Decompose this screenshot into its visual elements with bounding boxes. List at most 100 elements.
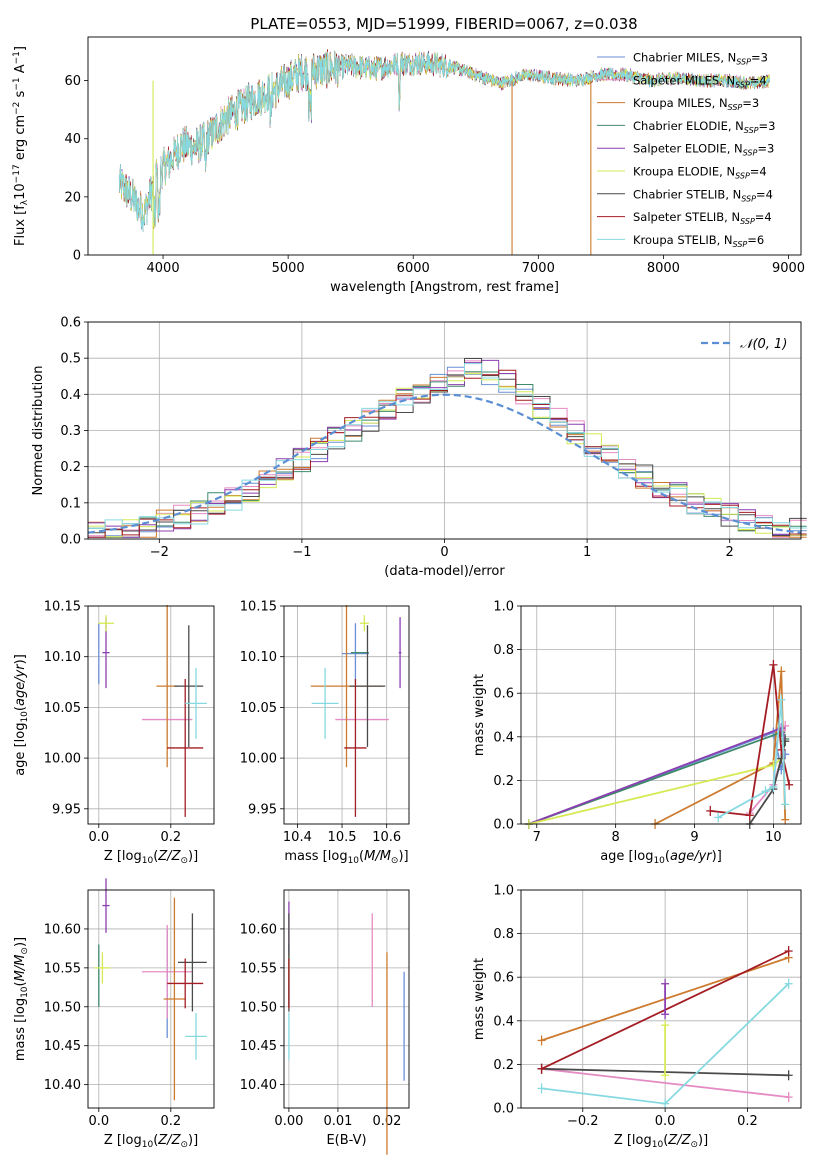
histogram-kroupa-stelib (88, 363, 807, 529)
y-tick-label: 10.10 (44, 650, 81, 665)
y-axis-label: Flux [fλ10−17 erg cm−2 s−1 A−1] (12, 46, 30, 246)
x-tick-label: 5000 (272, 261, 305, 276)
y-tick-label: 10.40 (44, 1078, 81, 1093)
y-tick-label: 9.95 (248, 802, 277, 817)
legend-label: Kroupa MILES, NSSP=3 (633, 96, 759, 112)
x-tick-label: 0.2 (160, 1114, 181, 1129)
legend-label: Chabrier STELIB, NSSP=4 (633, 187, 773, 203)
y-tick-label: 0.3 (60, 424, 81, 439)
legend-label: Kroupa ELODIE, NSSP=4 (633, 165, 767, 181)
x-tick-label: 7 (533, 830, 541, 845)
x-tick-label: 1 (583, 545, 591, 560)
y-tick-label: 10.00 (240, 752, 277, 767)
massweight_vs_Z-axes: −0.2 0.0 0.2 0.0 0.2 0.4 0.6 0.8 1.0 (493, 884, 801, 1129)
legend-label: Chabrier ELODIE, NSSP=3 (633, 119, 775, 135)
y-tick-label: 20 (64, 190, 81, 205)
histogram-chabrier-elodie (88, 371, 807, 538)
y-tick-label: 0.0 (493, 1102, 514, 1117)
y-tick-label: 0.5 (60, 352, 81, 367)
y-axis-label: age [log10(age/yr)] (13, 654, 30, 776)
y-tick-label: 0.8 (493, 927, 514, 942)
y-tick-label: 60 (64, 74, 81, 89)
age_vs_mass-axes: 10.4 10.5 10.6 9.95 10.00 10.05 10.10 10.15 (240, 600, 409, 845)
x-tick-label: −2 (150, 545, 169, 560)
y-tick-label: 10.10 (240, 650, 277, 665)
axes-frame (87, 605, 215, 825)
axes-frame (283, 605, 410, 825)
axes-frame (520, 605, 802, 825)
y-tick-label: 10.60 (240, 922, 277, 937)
spectrum-series-kroupa-stelib (118, 50, 770, 233)
x-axis-label: age [log10(age/yr)] (600, 849, 722, 866)
weight-line-salpeter-miles (541, 1067, 789, 1098)
x-tick-label: 10.4 (283, 830, 312, 845)
y-tick-label: 10.50 (44, 1000, 81, 1015)
x-tick-label: 0.2 (737, 1114, 758, 1129)
x-tick-label: 0.2 (160, 830, 181, 845)
y-axis-label: mass weight (472, 958, 487, 1040)
legend-label: 𝒩(0, 1) (740, 337, 787, 352)
axes-frame (87, 321, 802, 540)
y-tick-label: 10.05 (44, 701, 81, 716)
x-tick-label: 4000 (147, 261, 180, 276)
y-axis-label: Normed distribution (31, 366, 46, 496)
y-tick-label: 0.4 (60, 388, 81, 403)
y-tick-label: 0.6 (493, 971, 514, 986)
residuals-axes: −2 −1 0 1 2 0.0 0.1 0.2 0.3 0.4 0.5 0.6 (60, 316, 801, 560)
spectrum-axes: 4000 5000 6000 7000 8000 9000 0 20 40 60 (64, 74, 805, 276)
y-tick-label: 10.45 (240, 1039, 277, 1054)
y-tick-label: 0 (73, 249, 81, 264)
y-axis-label: mass weight (472, 674, 487, 756)
axes-frame (283, 889, 410, 1109)
x-tick-label: 6000 (397, 261, 430, 276)
legend-label: Kroupa STELIB, NSSP=6 (633, 233, 764, 249)
legend-label: Chabrier MILES, NSSP=3 (633, 51, 768, 67)
y-tick-label: 0.0 (60, 533, 81, 548)
x-tick-label: 8000 (647, 261, 680, 276)
x-axis-label: mass [log10(M/M⊙)] (284, 849, 408, 866)
y-tick-label: 0.0 (493, 818, 514, 833)
legend-label: Salpeter ELODIE, NSSP=3 (633, 142, 774, 158)
x-tick-label: 10 (765, 830, 782, 845)
mass_vs_Z-axes: 0.0 0.2 10.40 10.45 10.50 10.55 10.60 (44, 890, 214, 1129)
plot-layer: 4000 5000 6000 7000 8000 90000204060wavelengt… (12, 36, 807, 1155)
y-tick-label: 0.2 (493, 774, 514, 789)
x-tick-label: −1 (292, 545, 311, 560)
x-tick-label: 0.0 (88, 830, 109, 845)
y-tick-label: 10.15 (44, 600, 81, 615)
y-tick-label: 0.1 (60, 496, 81, 511)
histogram-chabrier-miles (88, 366, 807, 538)
y-tick-label: 1.0 (493, 884, 514, 899)
x-tick-label: 2 (726, 545, 734, 560)
y-tick-label: 10.55 (240, 961, 277, 976)
y-tick-label: 10.50 (240, 1000, 277, 1015)
x-tick-label: 10.5 (328, 830, 357, 845)
age_vs_Z-axes: 0.0 0.2 9.95 10.00 10.05 10.10 10.15 (44, 600, 214, 845)
x-tick-label: 0.0 (88, 1114, 109, 1129)
x-axis-label: (data-model)/error (384, 564, 505, 579)
y-tick-label: 0.6 (493, 687, 514, 702)
y-tick-label: 10.55 (44, 961, 81, 976)
x-tick-label: 9000 (772, 261, 805, 276)
x-tick-label: 0.0 (655, 1114, 676, 1129)
axes-frame (87, 889, 215, 1109)
x-tick-label: 10.6 (372, 830, 401, 845)
legend-label: Salpeter STELIB, NSSP=4 (633, 210, 772, 226)
x-axis-label: Z [log10(Z/Z⊙)] (104, 1133, 198, 1150)
y-tick-label: 0.2 (60, 460, 81, 475)
figure-title: PLATE=0553, MJD=51999, FIBERID=0067, z=0… (250, 15, 637, 33)
y-tick-label: 0.4 (493, 1014, 514, 1029)
x-axis-label: Z [log10(Z/Z⊙)] (104, 849, 198, 866)
y-tick-label: 10.15 (240, 600, 277, 615)
x-tick-label: 7000 (522, 261, 555, 276)
y-tick-label: 1.0 (493, 600, 514, 615)
histogram-kroupa-miles (88, 371, 807, 538)
x-tick-label: 9 (690, 830, 698, 845)
x-tick-label: 8 (612, 830, 620, 845)
y-tick-label: 10.45 (44, 1039, 81, 1054)
x-tick-label: 0.00 (274, 1114, 303, 1129)
x-axis-label: E(B-V) (326, 1133, 366, 1148)
x-axis-label: wavelength [Angstrom, rest frame] (330, 280, 559, 295)
